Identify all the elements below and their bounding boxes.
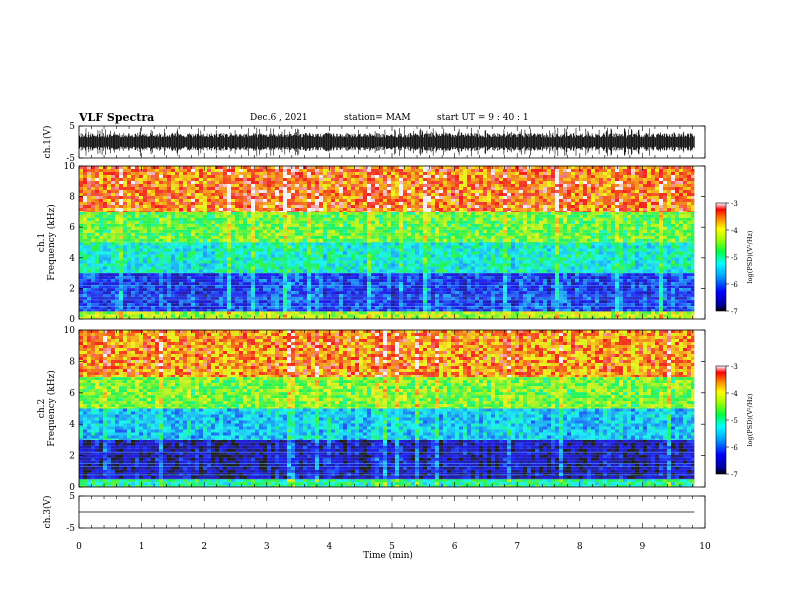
date-label: Dec.6 , 2021	[250, 113, 308, 123]
waveform-ch3-ytick-label: -5	[66, 524, 75, 534]
spectrogram-ch2-ytick-label: 10	[64, 326, 76, 336]
xaxis-label: Time (min)	[363, 550, 413, 561]
spectrogram-ch2-colorbar-tick-label: -4	[731, 390, 738, 398]
waveform-ch3-ylabel: ch.3(V)	[42, 496, 53, 529]
xaxis-tick-label: 7	[514, 542, 520, 552]
start-time-label: start UT = 9 : 40 : 1	[437, 113, 529, 123]
spectrogram-ch1-ylabel: ch.1	[37, 233, 47, 252]
xaxis-tick-label: 2	[201, 542, 207, 552]
xaxis-tick-label: 8	[577, 542, 583, 552]
spectrogram-ch1-ytick-label: 0	[69, 315, 75, 325]
waveform-ch1-ylabel: ch.1(V)	[42, 126, 53, 159]
xaxis-tick-label: 0	[76, 542, 82, 552]
spectrogram-ch1-colorbar-tick-label: -4	[731, 227, 738, 235]
spectrogram-ch1-colorbar-tick-label: -5	[731, 254, 738, 262]
spectrogram-ch1-ytick-label: 8	[69, 193, 75, 203]
spectrogram-ch2-ytick-label: 6	[69, 389, 75, 399]
waveform-ch1-ytick-label: 5	[69, 122, 75, 132]
colorbar-ch1	[716, 203, 726, 311]
spectrogram-ch2-colorbar-tick-label: -3	[731, 363, 738, 371]
xaxis-tick-label: 4	[327, 542, 333, 552]
spectrogram-ch1-ytick-label: 10	[64, 162, 76, 172]
spectrogram-ch2-colorbar-tick-label: -7	[731, 471, 738, 479]
spectrogram-ch1-colorbar-tick-label: -7	[731, 308, 738, 316]
waveform-ch1-trace	[79, 128, 694, 157]
waveform-ch3-ytick-label: 5	[69, 492, 75, 502]
spectrogram-ch1-ytick-label: 6	[69, 223, 75, 233]
xaxis-tick-label: 9	[640, 542, 646, 552]
xaxis-tick-label: 1	[139, 542, 145, 552]
xaxis-tick-label: 3	[264, 542, 270, 552]
spectrogram-ch2-ytick-label: 8	[69, 357, 75, 367]
spectrogram-ch2-ytick-label: 2	[69, 452, 75, 462]
colorbar-ch2	[716, 366, 726, 474]
spectrogram-ch1-colorbar-tick-label: -3	[731, 200, 738, 208]
spectrogram-ch2-colorbar-tick-label: -5	[731, 417, 738, 425]
spectrogram-ch1-ylabel-unit: Frequency (kHz)	[46, 204, 57, 281]
station-label: station= MAM	[344, 113, 411, 123]
spectrogram-ch2-ylabel-unit: Frequency (kHz)	[46, 370, 57, 447]
figure-title: VLF Spectra	[79, 111, 154, 124]
spectrogram-ch1-colorbar-tick-label: -6	[731, 281, 738, 289]
spectrogram-ch1-ytick-label: 4	[69, 254, 75, 264]
spectrogram-ch2-colorbar-tick-label: -6	[731, 444, 738, 452]
spectrogram-ch1-ytick-label: 2	[69, 284, 75, 294]
spectrogram-ch2-ylabel: ch.2	[37, 399, 47, 418]
spectrogram-ch2-colorbar-label: log(PSD)(V²/Hz)	[746, 393, 754, 446]
xaxis-tick-label: 10	[699, 542, 711, 552]
xaxis-tick-label: 6	[452, 542, 458, 552]
spectrogram-ch1-colorbar-label: log(PSD)(V²/Hz)	[746, 230, 754, 283]
spectrogram-ch2-ytick-label: 4	[69, 420, 75, 430]
